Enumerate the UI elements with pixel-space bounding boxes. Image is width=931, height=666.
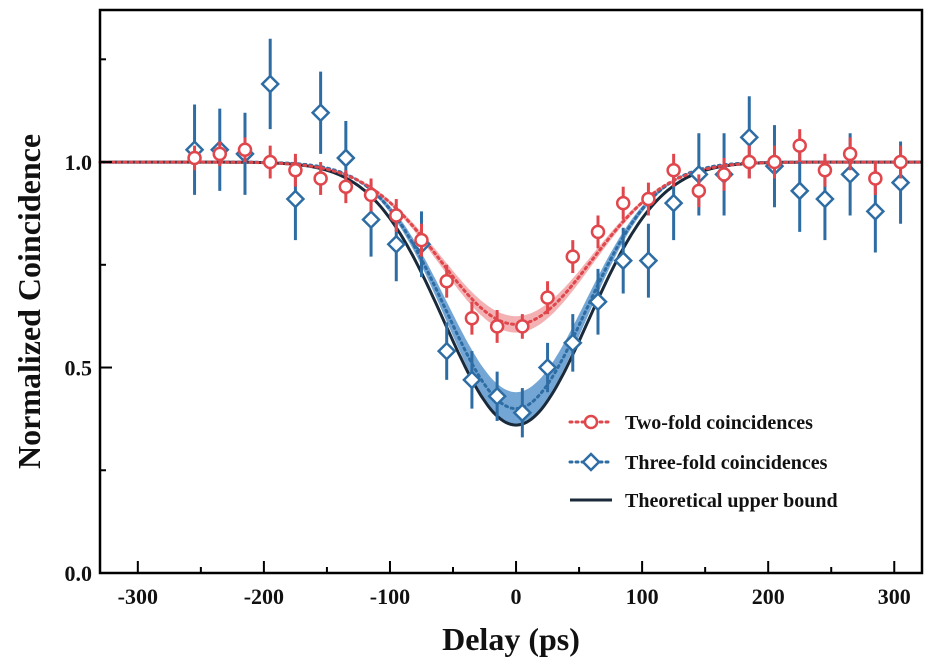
two-fold-data-point (338, 179, 354, 194)
three-fold-data-point (285, 189, 306, 209)
two-fold-fit-curve (98, 160, 924, 326)
legend-theory-label: Theoretical upper bound (625, 490, 838, 512)
x-tick-label: 200 (752, 584, 785, 609)
two-fold-data-point (742, 154, 757, 170)
three-fold-data-point (815, 189, 835, 209)
legend-two-fold-marker (583, 414, 599, 430)
three-fold-data-point (588, 292, 608, 312)
three-fold-data-point (890, 172, 911, 193)
three-fold-data-point (487, 386, 507, 407)
x-tick-label: 300 (878, 584, 911, 609)
y-axis-title: Normalized Coincidence (11, 134, 47, 469)
y-tick-label: 0.5 (65, 356, 93, 381)
two-fold-data-point (868, 171, 883, 186)
three-fold-data-point (386, 234, 407, 255)
two-fold-data-point (615, 195, 631, 211)
two-fold-data-point (817, 163, 833, 178)
x-tick-label: 100 (626, 584, 659, 609)
x-axis-title: Delay (ps) (442, 621, 580, 657)
legend-two-fold-label: Two-fold coincidences (625, 412, 813, 434)
two-fold-data-point (262, 154, 278, 170)
three-fold-data-point (512, 402, 533, 423)
legend-three-fold-marker (581, 452, 601, 472)
two-fold-data-point (767, 154, 782, 170)
two-fold-data-point (212, 146, 228, 162)
two-fold-data-point (893, 154, 908, 170)
three-fold-data-point (638, 250, 659, 271)
two-fold-data-point (363, 187, 379, 203)
three-fold-data-point (336, 148, 356, 168)
three-fold-data-point (613, 250, 633, 271)
fit-curves (98, 160, 924, 427)
three-fold-data-point (462, 370, 482, 390)
x-tick-label: 0 (511, 584, 522, 609)
two-fold-data-point (666, 163, 681, 178)
two-fold-data-point (842, 146, 858, 162)
y-tick-label: 1.0 (65, 150, 93, 175)
data-points (184, 38, 911, 438)
two-fold-data-point (464, 310, 480, 326)
two-fold-data-point (414, 232, 429, 248)
two-fold-data-point (313, 171, 328, 186)
three-fold-data-point (739, 127, 760, 148)
legend-three-fold-label: Three-fold coincidences (625, 452, 828, 474)
two-fold-data-point (389, 208, 404, 223)
three-fold-data-point (789, 181, 810, 201)
two-fold-data-point (590, 224, 606, 240)
two-fold-data-point (691, 183, 707, 199)
three-fold-data-point (563, 333, 583, 353)
x-tick-label: -300 (118, 584, 158, 609)
two-fold-data-point (792, 138, 807, 153)
two-fold-data-point (237, 142, 253, 157)
three-fold-data-point (537, 357, 558, 378)
two-fold-data-point (439, 273, 454, 289)
two-fold-data-point (540, 290, 555, 305)
legend: Two-fold coincidences Three-fold coincide… (568, 412, 838, 512)
x-tick-label: -100 (370, 584, 410, 609)
plot-frame (98, 8, 924, 575)
three-fold-data-point (436, 341, 457, 361)
two-fold-data-point (716, 167, 732, 182)
axis-tick-labels: -300 -200 -100 0 100 200 300 0.0 0.5 1.0 (65, 150, 911, 609)
three-fold-data-point (260, 74, 280, 94)
three-fold-data-point (663, 193, 684, 213)
two-fold-data-point (565, 249, 581, 264)
two-fold-data-point (489, 319, 505, 334)
two-fold-data-point (187, 150, 202, 166)
x-tick-label: -200 (244, 584, 284, 609)
two-fold-data-point (641, 191, 656, 207)
y-tick-label: 0.0 (65, 561, 93, 586)
three-fold-data-point (865, 201, 886, 222)
three-fold-data-point (840, 164, 860, 185)
two-fold-data-point (288, 163, 303, 178)
three-fold-data-point (361, 209, 381, 230)
three-fold-data-point (310, 102, 331, 123)
two-fold-data-point (515, 319, 530, 334)
axis-ticks (100, 58, 896, 574)
